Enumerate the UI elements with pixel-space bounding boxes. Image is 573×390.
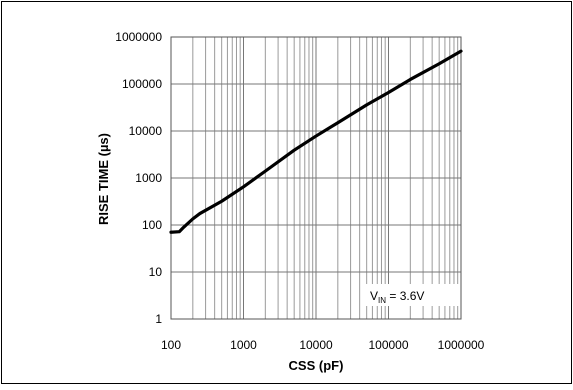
y-tick-label: 1: [155, 312, 162, 326]
annotation-text: VIN = 3.6V: [370, 289, 424, 305]
y-tick-label: 1000: [135, 171, 162, 185]
annotation-suffix: = 3.6V: [386, 289, 424, 303]
y-axis-ticks: 1 10 100 1000 10000 100000 1000000: [115, 30, 162, 326]
plot-area-border: [170, 36, 462, 320]
y-axis-label: RISE TIME (µs): [96, 133, 111, 225]
rise-time-curve: [169, 49, 463, 234]
annotation-box: [364, 284, 460, 306]
x-tick-label: 100000: [368, 338, 408, 352]
y-tick-label: 10: [149, 265, 163, 279]
annotation-vin: VIN = 3.6V: [364, 284, 460, 306]
grid-lines: [170, 36, 461, 320]
y-tick-label: 100000: [122, 77, 162, 91]
x-tick-label: 1000: [230, 338, 257, 352]
x-axis-ticks: 100 1000 10000 100000 1000000: [161, 338, 485, 352]
annotation-prefix: V: [370, 289, 378, 303]
y-tick-label: 1000000: [115, 30, 162, 44]
annotation-subscript: IN: [378, 296, 386, 305]
x-axis-label: CSS (pF): [289, 358, 344, 373]
y-tick-label: 10000: [129, 124, 163, 138]
outer-border: [1, 1, 572, 384]
y-tick-label: 100: [142, 218, 162, 232]
series-layer: [169, 49, 463, 234]
x-tick-label: 100: [161, 338, 181, 352]
x-tick-label: 1000000: [438, 338, 485, 352]
x-tick-label: 10000: [299, 338, 333, 352]
